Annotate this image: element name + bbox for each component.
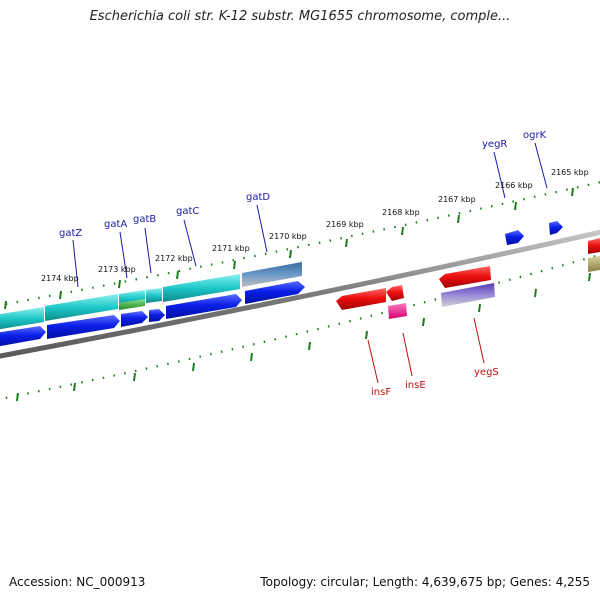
gene-ogrK-arrow[interactable] [549,221,563,235]
top-label-leaders [72,142,548,288]
reverse-genes [336,266,495,319]
bottom-label-leaders [367,317,485,384]
gene-gatB-block[interactable] [146,288,162,303]
gene-gatA-green[interactable] [119,299,145,310]
gene-yegS-red[interactable] [439,266,491,288]
scale-label: 2165 kbp [551,168,589,177]
scale-label: 2174 kbp [41,274,79,283]
gene-yegS-violet[interactable] [441,283,495,307]
scale-label: 2169 kbp [326,220,364,229]
map-title: Escherichia coli str. K-12 substr. MG165… [89,9,511,24]
gene-blue-1[interactable] [0,326,46,347]
forward-genes-blue [0,281,305,347]
gene-insE-pink[interactable] [388,303,407,319]
accession-text: Accession: NC_000913 [9,575,146,589]
upper-major-ticks [4,187,574,310]
gene-label-gatD[interactable]: gatD [246,192,270,203]
genome-summary-text: Topology: circular; Length: 4,639,675 bp… [260,575,590,589]
gene-label-yegS[interactable]: yegS [474,367,499,378]
scale-label: 2168 kbp [382,208,420,217]
forward-genes [0,221,600,330]
gene-label-yegR[interactable]: yegR [482,139,507,150]
gene-label-gatB[interactable]: gatB [133,214,156,225]
gene-label-gatA[interactable]: gatA [104,219,127,230]
gene-edge-red[interactable] [588,238,600,254]
gene-gatZ-block-2[interactable] [45,294,118,321]
gene-blue-3[interactable] [121,311,148,327]
gene-labels-top: gatZ gatA gatB gatC gatD yegR ogrK [59,130,547,239]
scale-label: 2167 kbp [438,195,476,204]
gene-gatZ-block[interactable] [0,307,44,330]
gene-label-gatC[interactable]: gatC [176,206,199,217]
gene-gatD-block[interactable] [242,262,302,287]
gene-gatC-block[interactable] [163,274,240,302]
gene-edge-olive[interactable] [588,256,600,272]
gene-insE-arrow[interactable] [386,285,404,301]
lower-scale-track [0,253,600,401]
scale-label: 2170 kbp [269,232,307,241]
chromosome-backbone [0,229,600,359]
gene-insF-arrow[interactable] [336,288,386,310]
scale-label: 2172 kbp [155,254,193,263]
gene-yegR-arrow[interactable] [505,230,524,245]
scale-label: 2166 kbp [495,181,533,190]
gene-label-gatZ[interactable]: gatZ [59,228,82,239]
scale-labels: 2174 kbp 2173 kbp 2172 kbp 2171 kbp 2170… [41,168,589,283]
gene-blue-4[interactable] [149,309,165,322]
gene-label-insE[interactable]: insE [405,380,426,391]
scale-label: 2173 kbp [98,265,136,274]
scale-label: 2171 kbp [212,244,250,253]
gene-label-insF[interactable]: insF [371,387,391,398]
gene-label-ogrK[interactable]: ogrK [523,130,547,141]
gene-blue-2[interactable] [47,315,120,339]
gene-labels-bottom: insF insE yegS [371,367,499,398]
lower-major-ticks [16,272,591,402]
gene-blue-5[interactable] [166,294,242,319]
gene-blue-6[interactable] [245,281,305,304]
